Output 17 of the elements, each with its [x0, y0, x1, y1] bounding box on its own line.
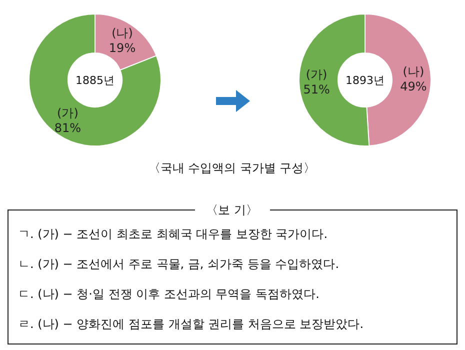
slice-label: (가) — [306, 68, 328, 82]
text: ㄷ. (나) − 청·일 전쟁 이후 조선과의 무역을 독점하였다. — [18, 287, 320, 301]
data-label: 19% — [108, 40, 136, 55]
data-label: 81% — [54, 121, 82, 136]
donut-slice — [28, 14, 162, 146]
slice-label: (나) — [112, 26, 133, 40]
text: 〈국내 수입액의 국가별 구성〉 — [148, 161, 316, 175]
text: 1893년 — [346, 74, 384, 87]
slice-label: (가) — [57, 106, 78, 120]
data-label: 49% — [400, 79, 427, 94]
text: 1885년 — [76, 74, 114, 87]
slice-label: (나) — [402, 64, 424, 78]
data-label: 51% — [303, 82, 330, 97]
text: 〈보 기〉 — [206, 203, 258, 217]
text: ㄱ. (가) − 조선이 최초로 최혜국 대우를 보장한 국가이다. — [18, 227, 328, 241]
text: ㄹ. (나) − 양화진에 점포를 개설할 권리를 처음으로 보장받았다. — [18, 317, 364, 331]
text: ㄴ. (가) − 조선에서 주로 곡물, 금, 쇠가죽 등을 수입하였다. — [18, 257, 340, 271]
